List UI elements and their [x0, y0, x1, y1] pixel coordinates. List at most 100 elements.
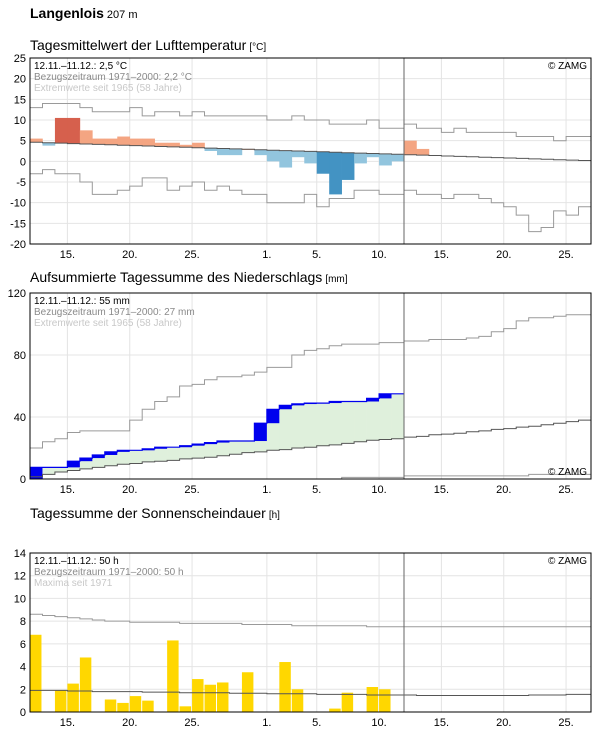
- precipitation-frame: [29, 292, 592, 480]
- precipitation-daily-increase: [67, 461, 81, 468]
- temperature-anomaly-bar: [316, 151, 330, 174]
- precipitation-daily-increase: [379, 393, 392, 399]
- temperature-x-tick-label: 25.: [558, 249, 573, 261]
- precipitation-area-segment: [329, 401, 342, 445]
- sunshine-bar: [30, 634, 42, 712]
- sunshine-x-tick-label: 20.: [496, 717, 511, 729]
- temperature-anomaly-bar: [167, 142, 180, 147]
- precipitation-area-segment: [154, 447, 168, 462]
- sunshine-unit: [h]: [268, 510, 280, 521]
- precipitation-area-segment: [229, 441, 243, 455]
- precipitation-area-segment: [42, 467, 56, 475]
- temperature-x-tick-label: 5.: [312, 249, 321, 261]
- precipitation-area-segment: [117, 450, 131, 465]
- sunshine-bar: [329, 708, 341, 712]
- temperature-anomaly-bar: [254, 149, 268, 156]
- temperature-anomaly-bar: [104, 138, 118, 145]
- sunshine-y-tick-label: 10: [14, 593, 26, 605]
- precipitation-x-tick-label: 25.: [558, 484, 573, 496]
- temperature-x-tick-label: 15.: [434, 249, 449, 261]
- precipitation-extreme-max-line: [30, 314, 591, 449]
- temperature-anomaly-bar: [192, 142, 205, 148]
- temperature-extreme-min-line: [30, 169, 591, 233]
- temperature-title-text: Tagesmittelwert der Lufttemperatur: [30, 37, 247, 53]
- precipitation-daily-increase: [279, 405, 293, 410]
- temperature-info-line: 12.11.–11.12.: 2,5 °C: [34, 61, 127, 72]
- precipitation-daily-increase: [217, 441, 230, 443]
- sunshine-bar: [142, 700, 154, 712]
- precipitation-area-segment: [167, 447, 180, 461]
- precipitation-x-tick-label: 5.: [312, 484, 321, 496]
- precipitation-reference-line: [30, 419, 591, 478]
- precipitation-area-segment: [316, 403, 330, 446]
- sunshine-bar: [79, 657, 92, 712]
- sunshine-bar: [104, 699, 117, 712]
- sunshine-x-tick-label: 1.: [262, 717, 271, 729]
- temperature-anomaly-bar: [279, 150, 293, 168]
- sunshine-bar: [241, 672, 254, 712]
- sunshine-bar: [192, 679, 204, 712]
- precipitation-info-line: 12.11.–11.12.: 55 mm: [34, 296, 130, 307]
- sunshine-bar: [167, 640, 179, 712]
- sunshine-x-tick-label: 20.: [122, 717, 137, 729]
- precipitation-area-segment: [366, 398, 380, 441]
- precipitation-title: Aufsummierte Tagessumme des Niederschlag…: [30, 269, 348, 285]
- temperature-y-tick-label: -5: [16, 177, 26, 189]
- precipitation-daily-increase: [254, 423, 268, 442]
- precipitation-area-segment: [379, 393, 392, 440]
- sunshine-y-tick-label: 6: [20, 639, 26, 651]
- sunshine-bar: [117, 702, 129, 712]
- temperature-y-tick-label: 5: [20, 136, 26, 148]
- precipitation-area-segment: [79, 458, 93, 469]
- temperature-y-tick-label: 15: [14, 94, 26, 106]
- precipitation-area-segment: [291, 403, 305, 448]
- sunshine-bar: [379, 689, 391, 712]
- temperature-x-tick-label: 20.: [122, 249, 137, 261]
- station-header: Langenlois 207 m: [30, 5, 137, 21]
- precipitation-y-tick-label: 80: [14, 350, 26, 362]
- sunshine-x-tick-label: 25.: [184, 717, 199, 729]
- precipitation-daily-increase: [104, 451, 118, 455]
- sunshine-x-tick-label: 25.: [558, 717, 573, 729]
- precipitation-daily-increase: [366, 398, 380, 402]
- precipitation-x-tick-label: 1.: [262, 484, 271, 496]
- precipitation-x-tick-label: 10.: [371, 484, 386, 496]
- station-altitude: 207 m: [106, 9, 138, 21]
- temperature-anomaly-bar: [416, 148, 430, 156]
- precipitation-area-segment: [391, 393, 405, 439]
- precipitation-area-segment: [304, 403, 318, 448]
- sunshine-bar: [291, 689, 304, 712]
- temperature-anomaly-bar: [204, 148, 218, 151]
- precipitation-x-tick-label: 20.: [496, 484, 511, 496]
- sunshine-x-tick-label: 5.: [312, 717, 321, 729]
- temperature-frame: [29, 57, 592, 245]
- sunshine-bar: [67, 683, 79, 712]
- precipitation-y-tick-label: 40: [14, 412, 26, 424]
- temperature-reference-line: [30, 141, 591, 161]
- precipitation-area-segment: [104, 451, 118, 466]
- temperature-anomaly-bar: [129, 138, 143, 146]
- precipitation-x-tick-label: 20.: [122, 484, 137, 496]
- precipitation-daily-increase: [154, 447, 168, 449]
- temperature-anomaly-bar: [354, 153, 367, 164]
- precipitation-area-segment: [279, 405, 293, 450]
- temperature-y-tick-label: -15: [10, 218, 26, 230]
- temperature-x-tick-label: 15.: [60, 249, 75, 261]
- sunshine-bar: [366, 687, 379, 712]
- sunshine-info-line: Bezugszeitraum 1971–2000: 50 h: [34, 567, 184, 578]
- temperature-x-tick-label: 25.: [184, 249, 199, 261]
- precipitation-y-tick-label: 120: [8, 288, 26, 300]
- temperature-y-tick-label: -10: [10, 198, 26, 210]
- precipitation-unit: [mm]: [325, 274, 348, 285]
- precipitation-measured-line: [30, 393, 404, 468]
- sunshine-maxima-line: [30, 613, 591, 628]
- temperature-y-tick-label: 0: [20, 156, 26, 168]
- sunshine-plot: 0 2 4 6 8 10 12 14 15. 20. 25. 1. 5. 10. 15. 20. 25. 12.1…: [14, 548, 592, 729]
- temperature-anomaly-bar: [329, 152, 342, 195]
- precipitation-area-segment: [354, 401, 367, 442]
- precipitation-title-text: Aufsummierte Tagessumme des Niederschlag…: [30, 269, 323, 285]
- sunshine-x-tick-label: 15.: [434, 717, 449, 729]
- precipitation-info-line: Extremwerte seit 1965 (58 Jahre): [34, 318, 182, 329]
- temperature-x-tick-label: 20.: [496, 249, 511, 261]
